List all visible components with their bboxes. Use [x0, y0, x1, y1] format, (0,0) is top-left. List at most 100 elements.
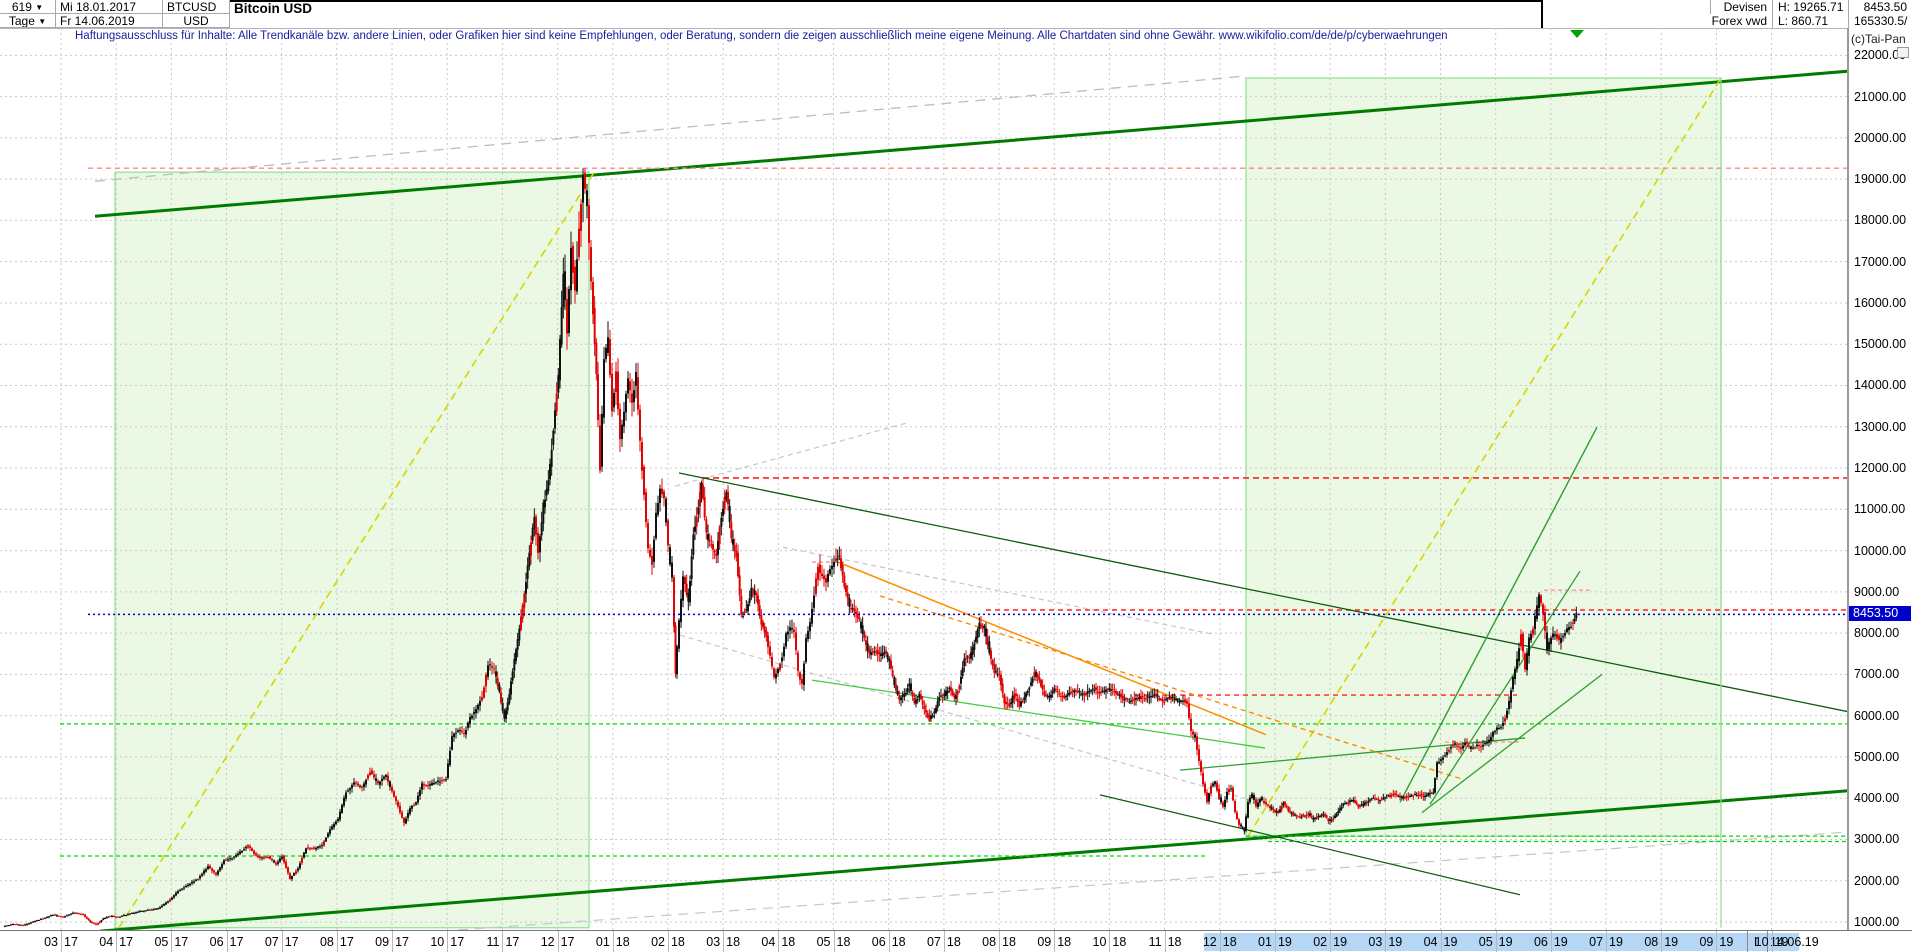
symbol-field: BTCUSD [163, 0, 230, 14]
time-axis-month: 03 [706, 935, 721, 949]
time-axis-tick [1054, 931, 1056, 952]
price-axis-label: 12000.00 [1854, 461, 1907, 476]
time-axis-tick [1330, 931, 1332, 952]
time-axis-year: 17 [284, 935, 299, 949]
time-axis-year: 19 [1719, 935, 1734, 949]
time-axis-tick [61, 931, 62, 952]
status-date: 14.06.19 [1770, 935, 1819, 949]
price-axis-label: 22000.00 [1854, 48, 1907, 63]
time-axis-year: 18 [1222, 935, 1237, 949]
time-axis-tick [1550, 931, 1552, 952]
time-axis-year: 19 [1277, 935, 1292, 949]
time-axis-tick [999, 931, 1001, 952]
time-axis-year: 17 [395, 935, 409, 949]
time-axis-month: 04 [1423, 935, 1438, 949]
time-axis[interactable]: L 14.06.19 03 17 04 17 05 17 06 17 07 17 08 17 09 17 1… [0, 930, 1912, 952]
candlesticks [4, 168, 1578, 928]
time-axis-month: 09 [1699, 935, 1714, 949]
end-date-field[interactable]: Fr 14.06.2019 [56, 14, 163, 28]
time-axis-year: 19 [1774, 935, 1789, 949]
gray-bottom-trend [449, 831, 1848, 930]
time-axis-month: 08 [319, 935, 334, 949]
time-axis-tick [116, 931, 118, 952]
start-date-field[interactable]: Mi 18.01.2017 [56, 0, 163, 14]
time-axis-month: 11 [1148, 935, 1162, 949]
time-axis-month: 09 [375, 935, 390, 949]
broken-support-2018 [811, 679, 1266, 749]
feed-label: Forex vwd [1706, 14, 1772, 28]
period-high-label: H: 19265.71 [1772, 0, 1848, 14]
time-axis-year: 19 [1664, 935, 1679, 949]
time-axis-month: 07 [1589, 935, 1604, 949]
time-axis-month: 12 [1202, 935, 1217, 949]
period-dropdown[interactable]: Tage ▼ [0, 14, 56, 28]
price-axis-label: 3000.00 [1854, 832, 1900, 847]
time-axis-tick [1661, 931, 1663, 952]
time-axis-year: 19 [1333, 935, 1348, 949]
time-axis-month: 11 [486, 935, 500, 949]
time-axis-month: 06 [871, 935, 886, 949]
time-axis-year: 17 [339, 935, 354, 949]
time-axis-tick [1274, 931, 1276, 952]
time-axis-year: 19 [1553, 935, 1568, 949]
yellow-projection-2017 [118, 170, 596, 929]
time-axis-year: 18 [781, 935, 796, 949]
time-axis-year: 19 [1443, 935, 1458, 949]
time-axis-month: 05 [1478, 935, 1493, 949]
time-axis-year: 17 [229, 935, 244, 949]
time-axis-year: 18 [615, 935, 630, 949]
window-top-border [0, 0, 1543, 2]
time-axis-year: 17 [505, 935, 520, 949]
time-axis-month: 03 [1368, 935, 1383, 949]
price-axis[interactable]: 22000.00 21000.00 20000.00 19000.00 18000.00… [1848, 28, 1912, 930]
time-axis-month: 04 [99, 935, 114, 949]
header-last-price: 8453.50 [1848, 0, 1912, 14]
time-axis-month: 10 [1754, 935, 1769, 949]
chart-plot-area[interactable] [0, 28, 1848, 930]
last-price-tag: 8453.50 [1849, 606, 1911, 622]
rally-trend-steep-lower [1429, 570, 1581, 805]
price-axis-label: 6000.00 [1854, 708, 1900, 723]
time-axis-month: 10 [430, 935, 445, 949]
time-axis-tick [226, 931, 228, 952]
gray-rising-mid [674, 422, 909, 487]
time-axis-tick [1771, 931, 1773, 952]
price-axis-label: 20000.00 [1854, 130, 1907, 145]
time-axis-year: 18 [1057, 935, 1072, 949]
time-axis-year: 19 [1498, 935, 1513, 949]
time-axis-month: 05 [816, 935, 831, 949]
lower-downtrend-2019 [1099, 794, 1521, 896]
yellow-projection-2019 [1247, 77, 1722, 837]
projection-boxes [114, 77, 1722, 929]
orange-downtrend-solid [837, 561, 1267, 736]
time-axis-year: 17 [450, 935, 465, 949]
price-axis-label: 10000.00 [1854, 543, 1907, 558]
lower-channel-thick [99, 789, 1848, 930]
time-axis-tick [723, 931, 725, 952]
time-axis-month: 05 [154, 935, 169, 949]
time-axis-year: 18 [891, 935, 906, 949]
time-axis-year: 19 [1609, 935, 1623, 949]
time-axis-month: 09 [1037, 935, 1052, 949]
price-axis-label: 14000.00 [1854, 378, 1907, 393]
axis-options-icon[interactable] [1897, 47, 1909, 58]
copyright-label: (c)Tai-Pan [1851, 32, 1906, 46]
time-axis-year: 18 [670, 935, 685, 949]
price-axis-label: 7000.00 [1854, 667, 1900, 682]
price-axis-label: 19000.00 [1854, 172, 1907, 187]
price-axis-label: 2000.00 [1854, 873, 1900, 888]
orange-downtrend-dashed [879, 595, 1461, 780]
time-axis-tick [281, 931, 283, 952]
time-axis-month: 06 [1533, 935, 1548, 949]
rally-trend-shallow [1421, 673, 1603, 814]
time-axis-year: 17 [560, 935, 575, 949]
time-axis-month: 02 [651, 935, 665, 949]
bar-count-dropdown[interactable]: 619 ▼ [0, 0, 56, 14]
price-axis-label: 1000.00 [1854, 915, 1900, 929]
time-axis-tick [171, 931, 173, 952]
time-axis-tick [447, 931, 449, 952]
time-axis-tick [1109, 931, 1111, 952]
time-axis-tick [502, 931, 504, 952]
time-axis-year: 19 [1388, 935, 1403, 949]
